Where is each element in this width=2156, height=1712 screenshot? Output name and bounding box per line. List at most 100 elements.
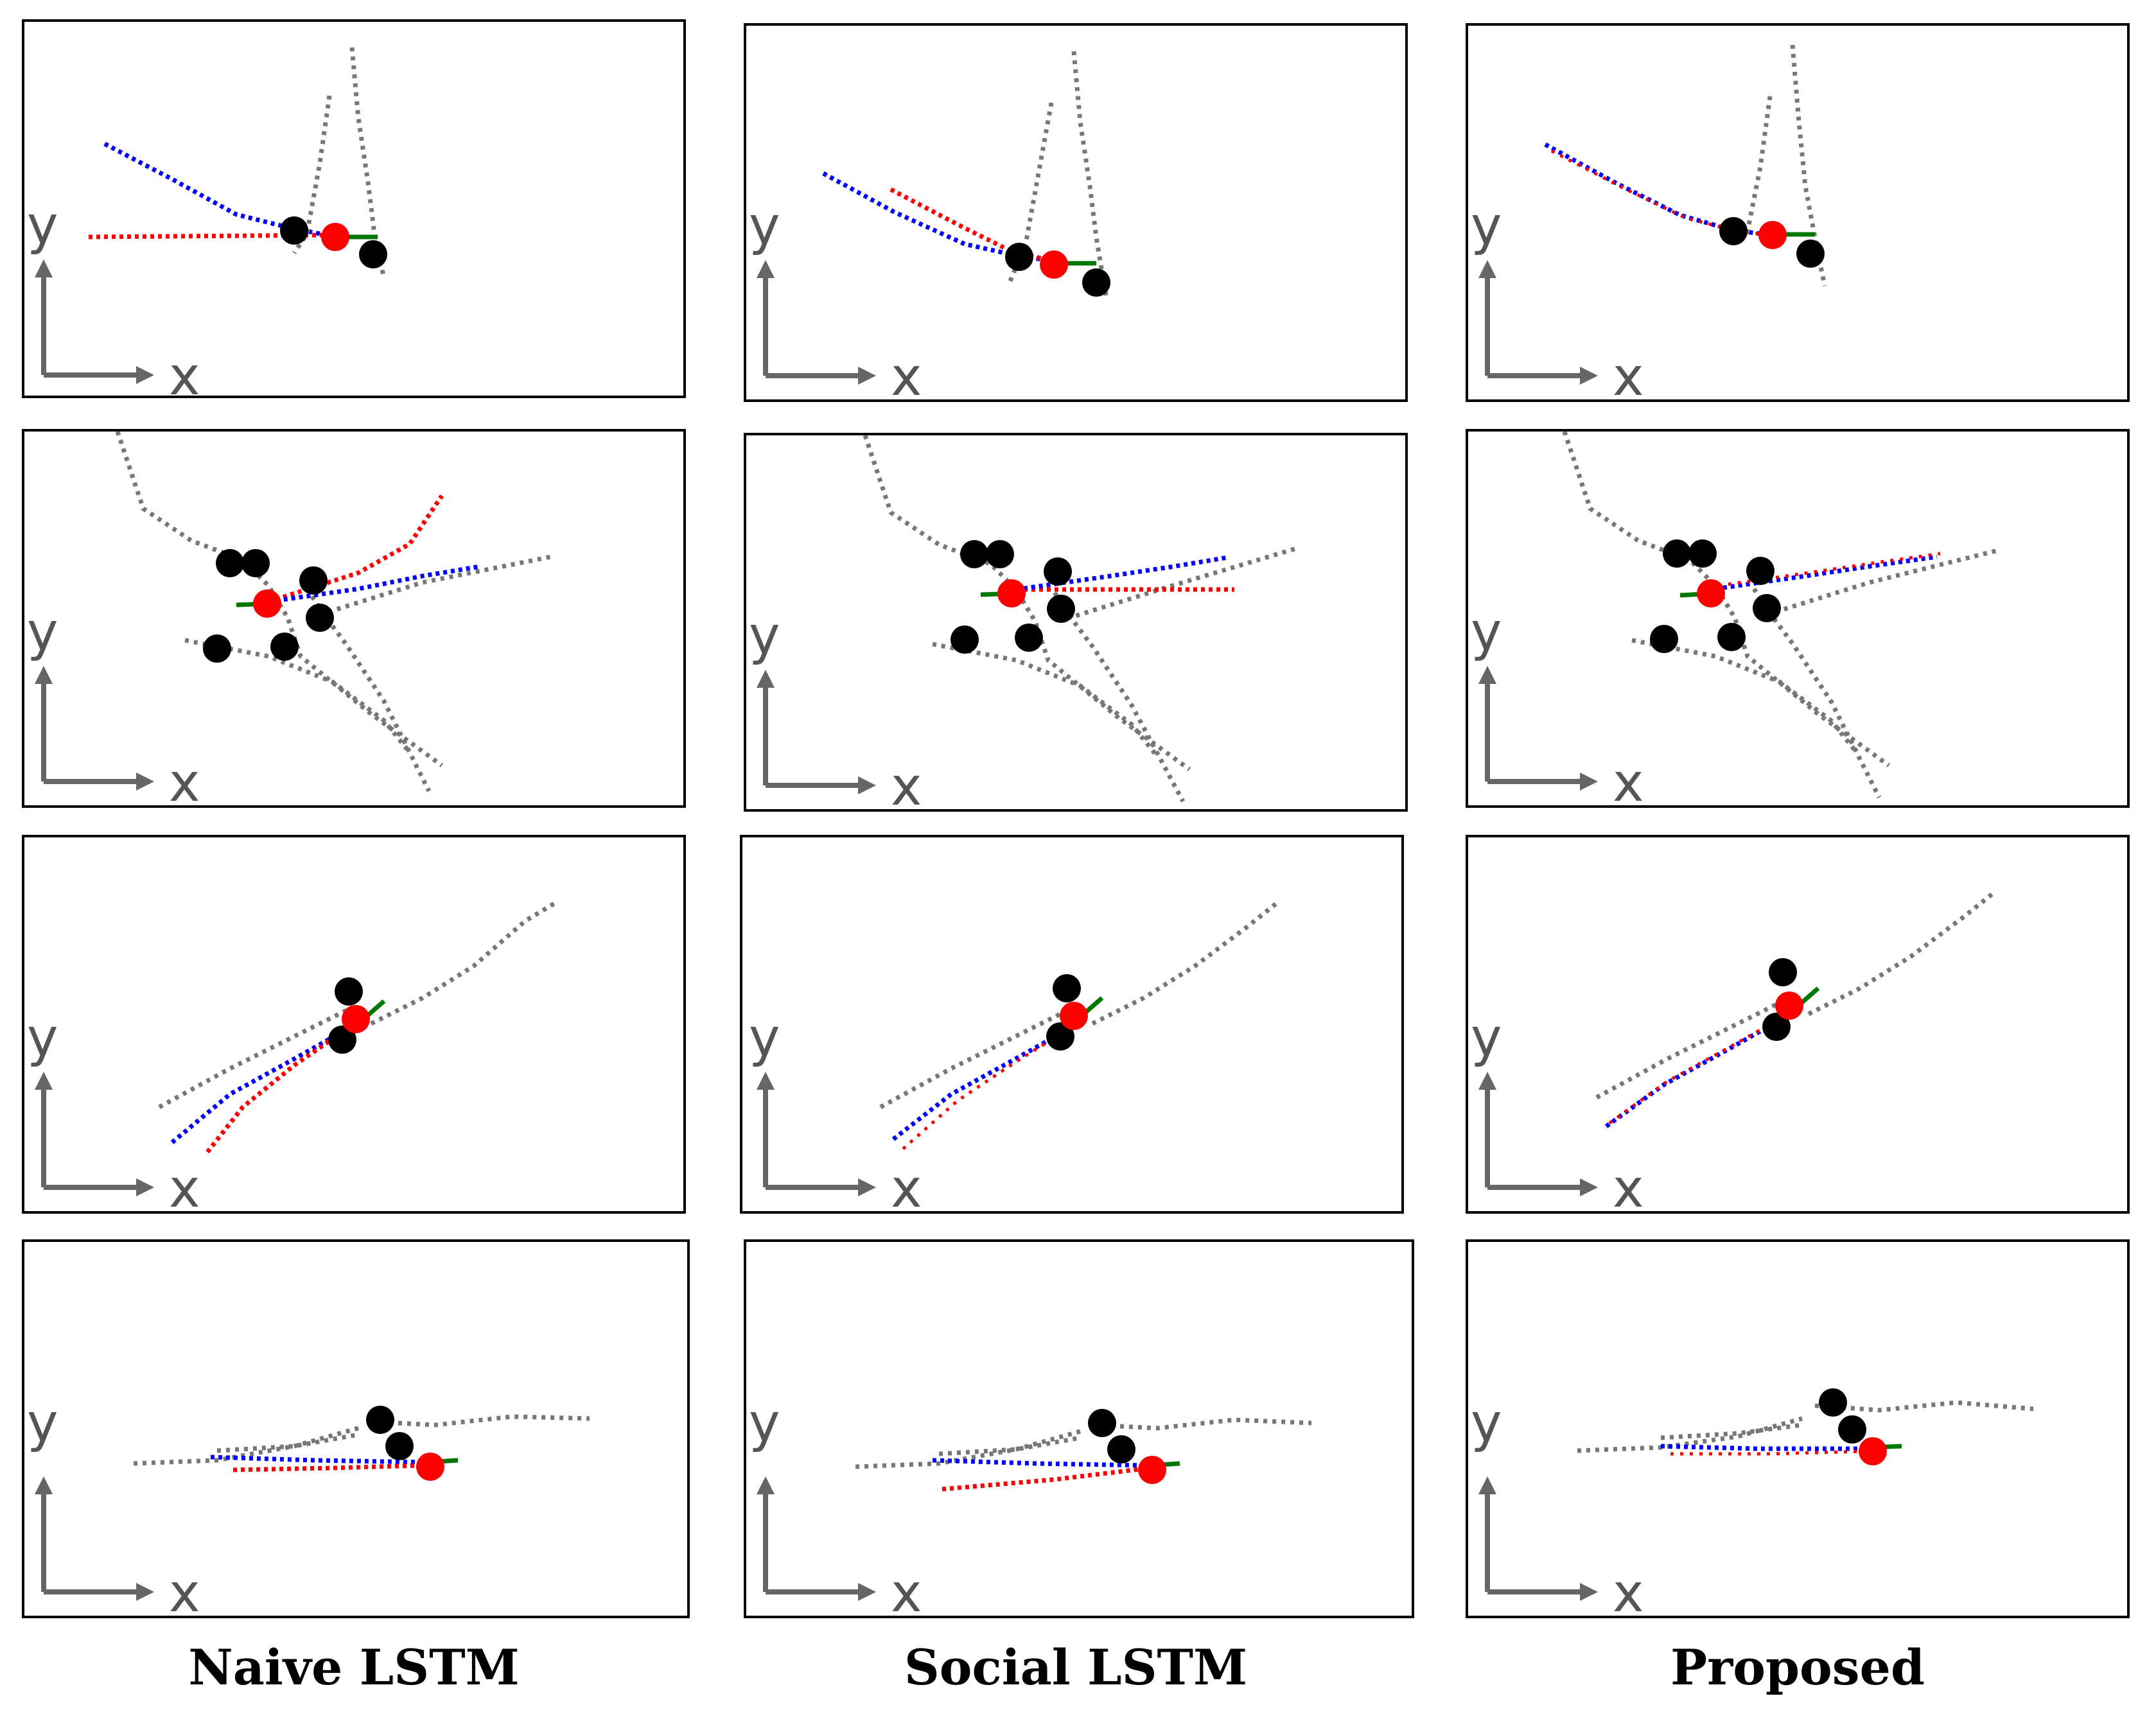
neighbor-path [1660, 1422, 1803, 1440]
neighbor-agent [1762, 1013, 1791, 1041]
neighbor-path [932, 642, 1159, 758]
ground-truth-path [170, 1027, 347, 1144]
neighbor-path [184, 638, 412, 755]
y-axis-arrowhead [1478, 1072, 1496, 1090]
y-axis-label: y [749, 606, 780, 667]
ground-truth-path [891, 1027, 1068, 1141]
y-axis-arrowhead [35, 259, 53, 277]
neighbor-agent [1046, 1022, 1074, 1051]
target-agent [1138, 1456, 1166, 1484]
neighbor-path [1807, 890, 1997, 1017]
neighbor-agent [1088, 1409, 1116, 1437]
neighbor-agent [1796, 240, 1825, 268]
neighbor-agent [270, 633, 299, 661]
y-axis-label: y [27, 1393, 58, 1454]
y-axis-label: y [27, 1008, 58, 1069]
x-axis-label: x [169, 1158, 200, 1211]
neighbor-agent [1719, 217, 1748, 245]
neighbor-agent [1650, 625, 1678, 653]
x-axis-label: x [1613, 347, 1644, 399]
trajectory-plot: y x [1471, 1388, 2034, 1616]
y-axis-arrowhead [757, 260, 775, 278]
neighbor-agent [366, 1406, 394, 1434]
y-axis-label: y [1471, 602, 1502, 663]
trajectory-plot: y x [1471, 44, 1827, 399]
neighbor-path [1066, 545, 1300, 621]
y-axis-label: y [27, 602, 58, 663]
trajectory-plot: y x [1471, 890, 1997, 1211]
neighbor-path [133, 1426, 359, 1466]
x-axis-arrowhead [136, 366, 154, 384]
y-axis-arrowhead [1478, 1476, 1496, 1494]
neighbor-path [855, 1429, 1081, 1469]
trajectory-plot: y x [1471, 432, 1999, 805]
x-axis-label: x [891, 347, 922, 399]
x-axis-label: x [169, 753, 200, 805]
ground-truth-path [1604, 1018, 1781, 1128]
y-axis-arrowhead [35, 666, 53, 684]
x-axis-label: x [1613, 753, 1644, 805]
neighbor-path [1752, 588, 1882, 799]
panel-r2-naive-lstm: y x [22, 429, 686, 808]
neighbor-agent [951, 625, 979, 654]
ground-truth-path [1015, 555, 1229, 592]
neighbor-path [1631, 638, 1859, 755]
neighbor-agent [335, 977, 363, 1006]
neighbor-path [158, 1005, 353, 1110]
x-axis-arrowhead [1580, 773, 1598, 790]
x-axis-arrowhead [1580, 1178, 1598, 1196]
neighbor-agent [1819, 1388, 1847, 1417]
y-axis-label: y [749, 1008, 780, 1069]
y-axis-label: y [1471, 1008, 1502, 1069]
y-axis-arrowhead [757, 1072, 775, 1090]
trajectory-plot: y x [27, 47, 387, 396]
neighbor-agent [299, 566, 328, 595]
trajectory-plot: y x [749, 51, 1110, 399]
column-label-naive-lstm: Naive LSTM [188, 1639, 520, 1696]
panel-r4-proposed: y x [1466, 1239, 2130, 1618]
neighbor-agent [1044, 557, 1072, 586]
x-axis-arrowhead [136, 1178, 154, 1196]
neighbor-agent [1753, 594, 1781, 622]
target-agent [1859, 1437, 1887, 1465]
y-axis-label: y [749, 1393, 780, 1454]
x-axis-arrowhead [1580, 367, 1598, 385]
y-axis-arrowhead [757, 670, 775, 688]
trajectory-plot: y x [27, 432, 552, 805]
neighbor-agent [1053, 974, 1081, 1002]
trajectory-plot: y x [749, 900, 1281, 1211]
neighbor-agent [1717, 623, 1746, 651]
x-axis-label: x [891, 1158, 922, 1211]
column-label-social-lstm: Social LSTM [904, 1639, 1248, 1696]
target-agent [253, 590, 281, 618]
x-axis-arrowhead [858, 776, 876, 794]
neighbor-path [371, 1414, 590, 1428]
panel-r2-social-lstm: y x [744, 433, 1408, 812]
neighbor-path [1766, 548, 1999, 617]
x-axis-label: x [891, 1563, 922, 1616]
trajectory-plot: y x [27, 899, 559, 1211]
neighbor-path [1595, 995, 1791, 1100]
ground-truth-path [932, 1458, 1145, 1468]
panel-r3-social-lstm: y x [740, 835, 1404, 1214]
neighbor-path [216, 1432, 359, 1453]
neighbor-path [1091, 900, 1281, 1026]
predicted-path [942, 1466, 1145, 1492]
neighbor-path [1814, 1400, 2034, 1413]
predicted-path [1608, 1015, 1784, 1125]
predicted-path [1670, 1449, 1867, 1456]
neighbor-agent [1107, 1435, 1135, 1463]
neighbor-path [1092, 1417, 1312, 1431]
panel-r4-social-lstm: y x [744, 1239, 1414, 1618]
neighbor-path [370, 899, 559, 1026]
panel-r1-naive-lstm: y x [22, 19, 686, 398]
neighbor-agent [359, 240, 387, 268]
neighbor-agent [1663, 539, 1691, 568]
target-agent [1040, 250, 1068, 279]
panel-r1-social-lstm: y x [744, 23, 1408, 402]
neighbor-agent [385, 1432, 414, 1460]
y-axis-arrowhead [1478, 260, 1496, 278]
x-axis-arrowhead [858, 1178, 876, 1196]
ground-truth-path [103, 141, 327, 238]
trajectory-plot: y x [749, 435, 1300, 809]
